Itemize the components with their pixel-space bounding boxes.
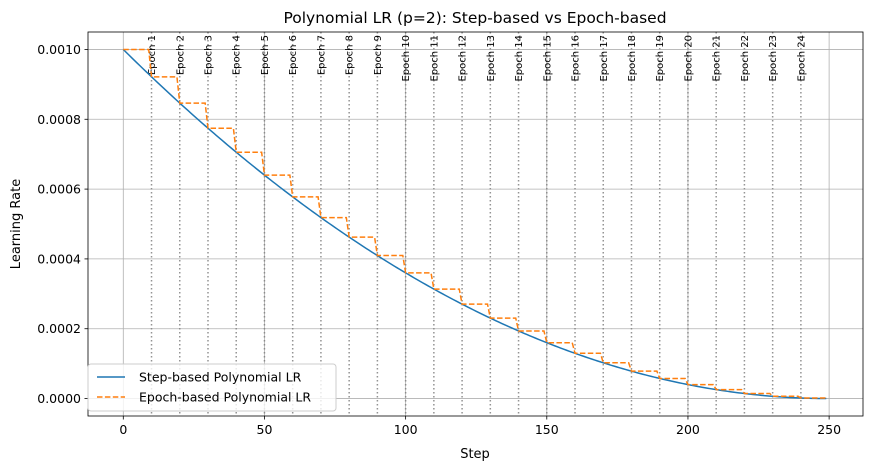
epoch-marker-label: Epoch 18: [627, 35, 638, 82]
y-axis-label: Learning Rate: [9, 179, 24, 269]
epoch-marker-label: Epoch 23: [768, 35, 779, 82]
y-axis: 0.0000 0.0002 0.0004 0.0006 0.0008 0.0010: [37, 42, 88, 406]
epoch-marker-label: Epoch 15: [542, 35, 553, 82]
epoch-marker-label: Epoch 16: [571, 35, 582, 82]
plot-frame: [87, 31, 864, 417]
legend: Step-based Polynomial LR Epoch-based Pol…: [87, 363, 337, 412]
epoch-markers: Epoch 1 Epoch 2 Epoch 3 Epoch 4 Epoch 5 Epoch…: [147, 32, 807, 416]
epoch-marker-label: Epoch 14: [514, 35, 525, 82]
y-tick-label: 0.0008: [37, 112, 81, 127]
chart-title: Polynomial LR (p=2): Step-based vs Epoch…: [283, 9, 666, 27]
epoch-marker-label: Epoch 17: [599, 35, 610, 82]
epoch-marker-label: Epoch 1: [147, 35, 158, 75]
epoch-marker-label: Epoch 20: [683, 35, 694, 82]
epoch-marker-label: Epoch 13: [486, 35, 497, 82]
epoch-marker-label: Epoch 11: [429, 35, 440, 82]
epoch-marker-label: Epoch 10: [401, 35, 412, 82]
epoch-marker-label: Epoch 8: [345, 35, 356, 75]
epoch-marker-label: Epoch 4: [232, 35, 243, 75]
epoch-marker-label: Epoch 5: [260, 35, 271, 75]
epoch-marker-label: Epoch 9: [373, 35, 384, 75]
legend-box: [87, 363, 337, 412]
legend-step-label: Step-based Polynomial LR: [139, 370, 302, 385]
y-tick-label: 0.0004: [37, 251, 81, 266]
x-axis: 0 50 100 150 200 250: [119, 416, 841, 437]
epoch-marker-label: Epoch 21: [712, 35, 723, 82]
epoch-marker-label: Epoch 24: [796, 35, 807, 82]
legend-epoch-label: Epoch-based Polynomial LR: [139, 390, 311, 405]
x-tick-label: 0: [119, 422, 127, 437]
y-tick-label: 0.0002: [37, 321, 81, 336]
x-tick-label: 100: [394, 422, 418, 437]
x-tick-label: 200: [676, 422, 700, 437]
epoch-marker-label: Epoch 2: [175, 35, 186, 75]
x-axis-label: Step: [460, 447, 490, 462]
epoch-marker-label: Epoch 6: [288, 35, 299, 75]
x-tick-label: 50: [257, 422, 273, 437]
epoch-marker-label: Epoch 7: [316, 35, 327, 75]
y-tick-label: 0.0006: [37, 182, 81, 197]
epoch-based-series-line: [123, 48, 827, 399]
y-tick-label: 0.0000: [37, 391, 81, 406]
epoch-marker-label: Epoch 12: [458, 35, 469, 82]
step-based-series-line: [122, 48, 827, 400]
series-group: [122, 48, 827, 400]
x-tick-label: 250: [817, 422, 841, 437]
y-tick-label: 0.0010: [37, 42, 81, 57]
epoch-marker-label: Epoch 19: [655, 35, 666, 82]
epoch-marker-label: Epoch 22: [740, 35, 751, 82]
x-tick-label: 150: [535, 422, 559, 437]
epoch-marker-label: Epoch 3: [203, 35, 214, 75]
